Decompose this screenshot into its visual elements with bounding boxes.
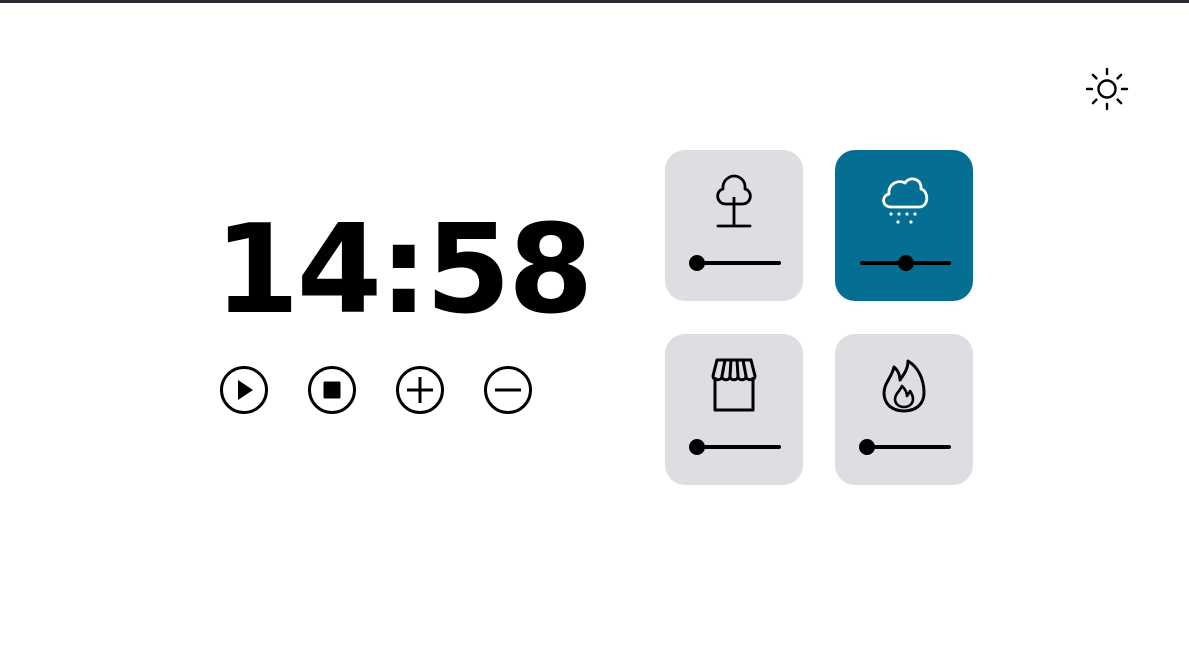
slider-thumb[interactable] xyxy=(689,439,705,455)
volume-slider[interactable] xyxy=(687,255,783,271)
tree-icon xyxy=(716,174,752,228)
stop-circle-icon xyxy=(308,366,356,414)
cloud-rain-icon xyxy=(882,177,929,224)
slider-thumb[interactable] xyxy=(689,255,705,271)
sound-tile-coffee-shop[interactable] xyxy=(665,334,803,485)
volume-slider[interactable] xyxy=(687,439,783,455)
volume-slider[interactable] xyxy=(857,255,953,271)
sound-tile-rain[interactable] xyxy=(835,150,973,301)
increase-button[interactable] xyxy=(395,365,445,415)
slider-thumb[interactable] xyxy=(898,255,914,271)
plus-circle-icon xyxy=(396,366,444,414)
timer-controls xyxy=(219,365,535,415)
slider-track xyxy=(860,445,951,449)
sound-tile-fireplace[interactable] xyxy=(835,334,973,485)
sound-tile-forest[interactable] xyxy=(665,150,803,301)
theme-toggle-button[interactable] xyxy=(1082,64,1132,114)
decrease-button[interactable] xyxy=(483,365,533,415)
timer-display: 14:58 xyxy=(214,199,594,342)
volume-slider[interactable] xyxy=(857,439,953,455)
top-bar xyxy=(0,0,1189,3)
slider-track xyxy=(690,445,781,449)
storefront-icon xyxy=(711,358,757,412)
play-button[interactable] xyxy=(219,365,269,415)
stop-button[interactable] xyxy=(307,365,357,415)
minus-circle-icon xyxy=(484,366,532,414)
flame-icon xyxy=(882,359,926,413)
slider-track xyxy=(690,261,781,265)
play-circle-icon xyxy=(220,366,268,414)
sun-icon xyxy=(1085,67,1129,111)
slider-thumb[interactable] xyxy=(859,439,875,455)
